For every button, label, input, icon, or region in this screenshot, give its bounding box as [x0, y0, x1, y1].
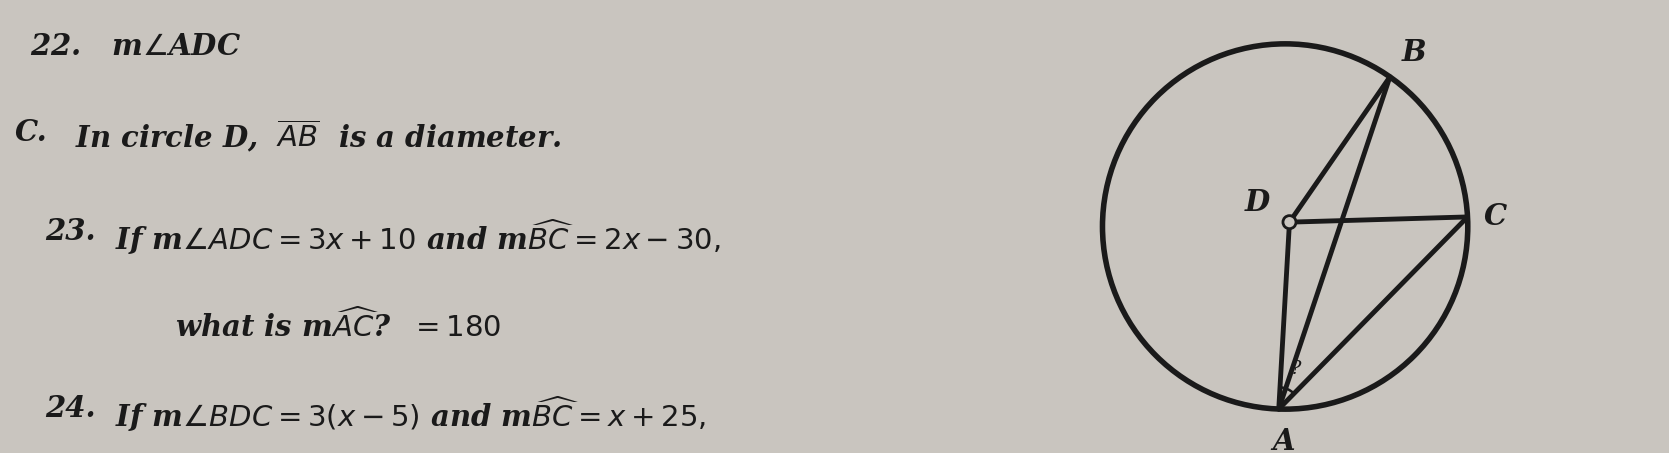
Text: what is m$\widehat{AC}$?  $= 180$: what is m$\widehat{AC}$? $= 180$ [175, 308, 501, 342]
Text: 22.   m$\angle$ADC: 22. m$\angle$ADC [30, 32, 240, 61]
Text: ?: ? [1292, 360, 1302, 378]
Text: B: B [1402, 39, 1425, 67]
Text: C: C [1484, 202, 1507, 231]
Text: If m$\angle ADC = 3x + 10$ and m$\widehat{BC} = 2x - 30,$: If m$\angle ADC = 3x + 10$ and m$\wideha… [115, 217, 721, 257]
Circle shape [1283, 216, 1297, 229]
Text: 24.: 24. [45, 394, 95, 423]
Text: D: D [1243, 188, 1270, 217]
Text: A: A [1272, 427, 1295, 453]
Text: C.: C. [15, 118, 48, 147]
Text: 23.: 23. [45, 217, 95, 246]
Text: In circle D,  $\overline{AB}$  is a diameter.: In circle D, $\overline{AB}$ is a diamet… [75, 118, 562, 154]
Text: If m$\angle BDC = 3(x - 5)$ and m$\widehat{BC} = x + 25,$: If m$\angle BDC = 3(x - 5)$ and m$\wideh… [115, 394, 706, 434]
